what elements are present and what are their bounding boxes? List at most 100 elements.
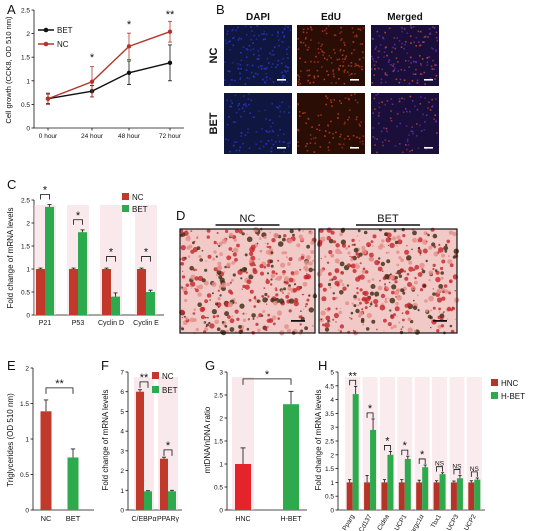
cell-dot [338, 143, 340, 145]
stain-blob [446, 306, 452, 312]
stain-blob [436, 297, 443, 303]
stain-blob [300, 329, 303, 333]
stain-blob [413, 329, 417, 333]
cell-dot [272, 53, 275, 56]
stain-blob [203, 321, 205, 324]
cell-dot [404, 40, 407, 43]
stain-blob [288, 309, 292, 313]
cell-dot [343, 123, 346, 125]
cell-dot [257, 34, 260, 37]
cell-dot [401, 151, 404, 154]
panel-a-point [126, 44, 132, 49]
cell-dot [431, 105, 434, 107]
cell-dot [286, 66, 289, 68]
cell-dot [416, 108, 419, 111]
cell-dot [424, 121, 426, 123]
stain-blob [412, 237, 417, 243]
stain-blob [221, 282, 227, 288]
cell-dot [410, 56, 412, 59]
stain-blob [231, 250, 233, 252]
stain-blob [397, 239, 403, 245]
stain-blob [327, 282, 332, 287]
stain-blob [407, 327, 413, 333]
panel-c-legend-bet-swatch [122, 205, 129, 212]
cell-dot [381, 68, 384, 71]
panel-letter-F: F [101, 358, 109, 373]
cell-dot [324, 130, 327, 132]
stain-blob [396, 250, 400, 254]
cell-dot [362, 27, 365, 29]
micrograph-background [297, 93, 365, 154]
stain-blob [432, 292, 436, 296]
cell-dot [287, 57, 289, 59]
stain-blob [362, 267, 366, 271]
cell-dot [258, 54, 260, 57]
cell-dot [372, 60, 375, 62]
cell-dot [242, 142, 244, 145]
stain-blob [244, 253, 248, 257]
cell-dot [252, 42, 254, 44]
stain-blob [193, 308, 197, 312]
stain-blob [358, 240, 361, 242]
stain-blob [395, 301, 399, 306]
cell-dot [304, 111, 306, 114]
stain-blob [204, 327, 209, 332]
cell-dot [304, 61, 307, 63]
cell-dot [307, 28, 309, 30]
cell-dot [327, 146, 330, 149]
cell-dot [334, 52, 336, 54]
stain-blob [189, 284, 192, 287]
cell-dot [353, 49, 355, 51]
cell-dot [263, 30, 266, 33]
stain-blob [398, 274, 403, 278]
stain-blob [361, 317, 365, 322]
panel-c-y-tick-label: 1 [26, 267, 30, 274]
panel-a-significance: * [90, 52, 95, 64]
cell-dot [417, 147, 420, 150]
cell-dot [247, 98, 250, 100]
cell-dot [332, 69, 335, 71]
cell-dot [435, 98, 437, 100]
cell-dot [320, 45, 322, 47]
stain-blob [371, 245, 374, 247]
stain-blob [244, 284, 250, 290]
cell-dot [412, 132, 414, 135]
stain-blob [209, 323, 215, 329]
panel-c-legend-bet-label: BET [132, 205, 148, 214]
panel-c-x-label: P21 [39, 320, 52, 327]
cell-dot [302, 31, 305, 33]
stain-blob [302, 281, 308, 287]
cell-dot [229, 83, 231, 86]
stain-blob [401, 312, 404, 315]
cell-dot [339, 48, 342, 51]
stain-blob [453, 248, 459, 254]
stain-blob [199, 258, 203, 262]
cell-dot [276, 64, 279, 66]
panel-h-bracket [418, 458, 426, 464]
cell-dot [410, 130, 413, 133]
cell-dot [250, 71, 253, 74]
cell-dot [310, 39, 312, 41]
stain-blob [277, 259, 280, 262]
cell-dot [227, 41, 230, 43]
stain-blob [443, 245, 449, 251]
cell-dot [393, 43, 396, 46]
stain-blob [346, 284, 350, 287]
stain-blob [449, 324, 453, 328]
stain-blob [327, 307, 331, 311]
cell-dot [235, 149, 238, 152]
cell-dot [376, 30, 379, 33]
cell-dot [288, 106, 290, 108]
stain-blob [380, 293, 386, 299]
cell-dot [237, 105, 240, 107]
cell-dot [280, 62, 283, 65]
stain-blob [205, 325, 207, 328]
stain-blob [396, 263, 400, 267]
stain-blob [288, 284, 291, 287]
cell-dot [435, 64, 438, 66]
cell-dot [333, 75, 335, 78]
cell-dot [332, 137, 335, 139]
cell-dot [378, 102, 380, 104]
panel-f-bar [144, 491, 152, 510]
cell-dot [339, 32, 341, 35]
